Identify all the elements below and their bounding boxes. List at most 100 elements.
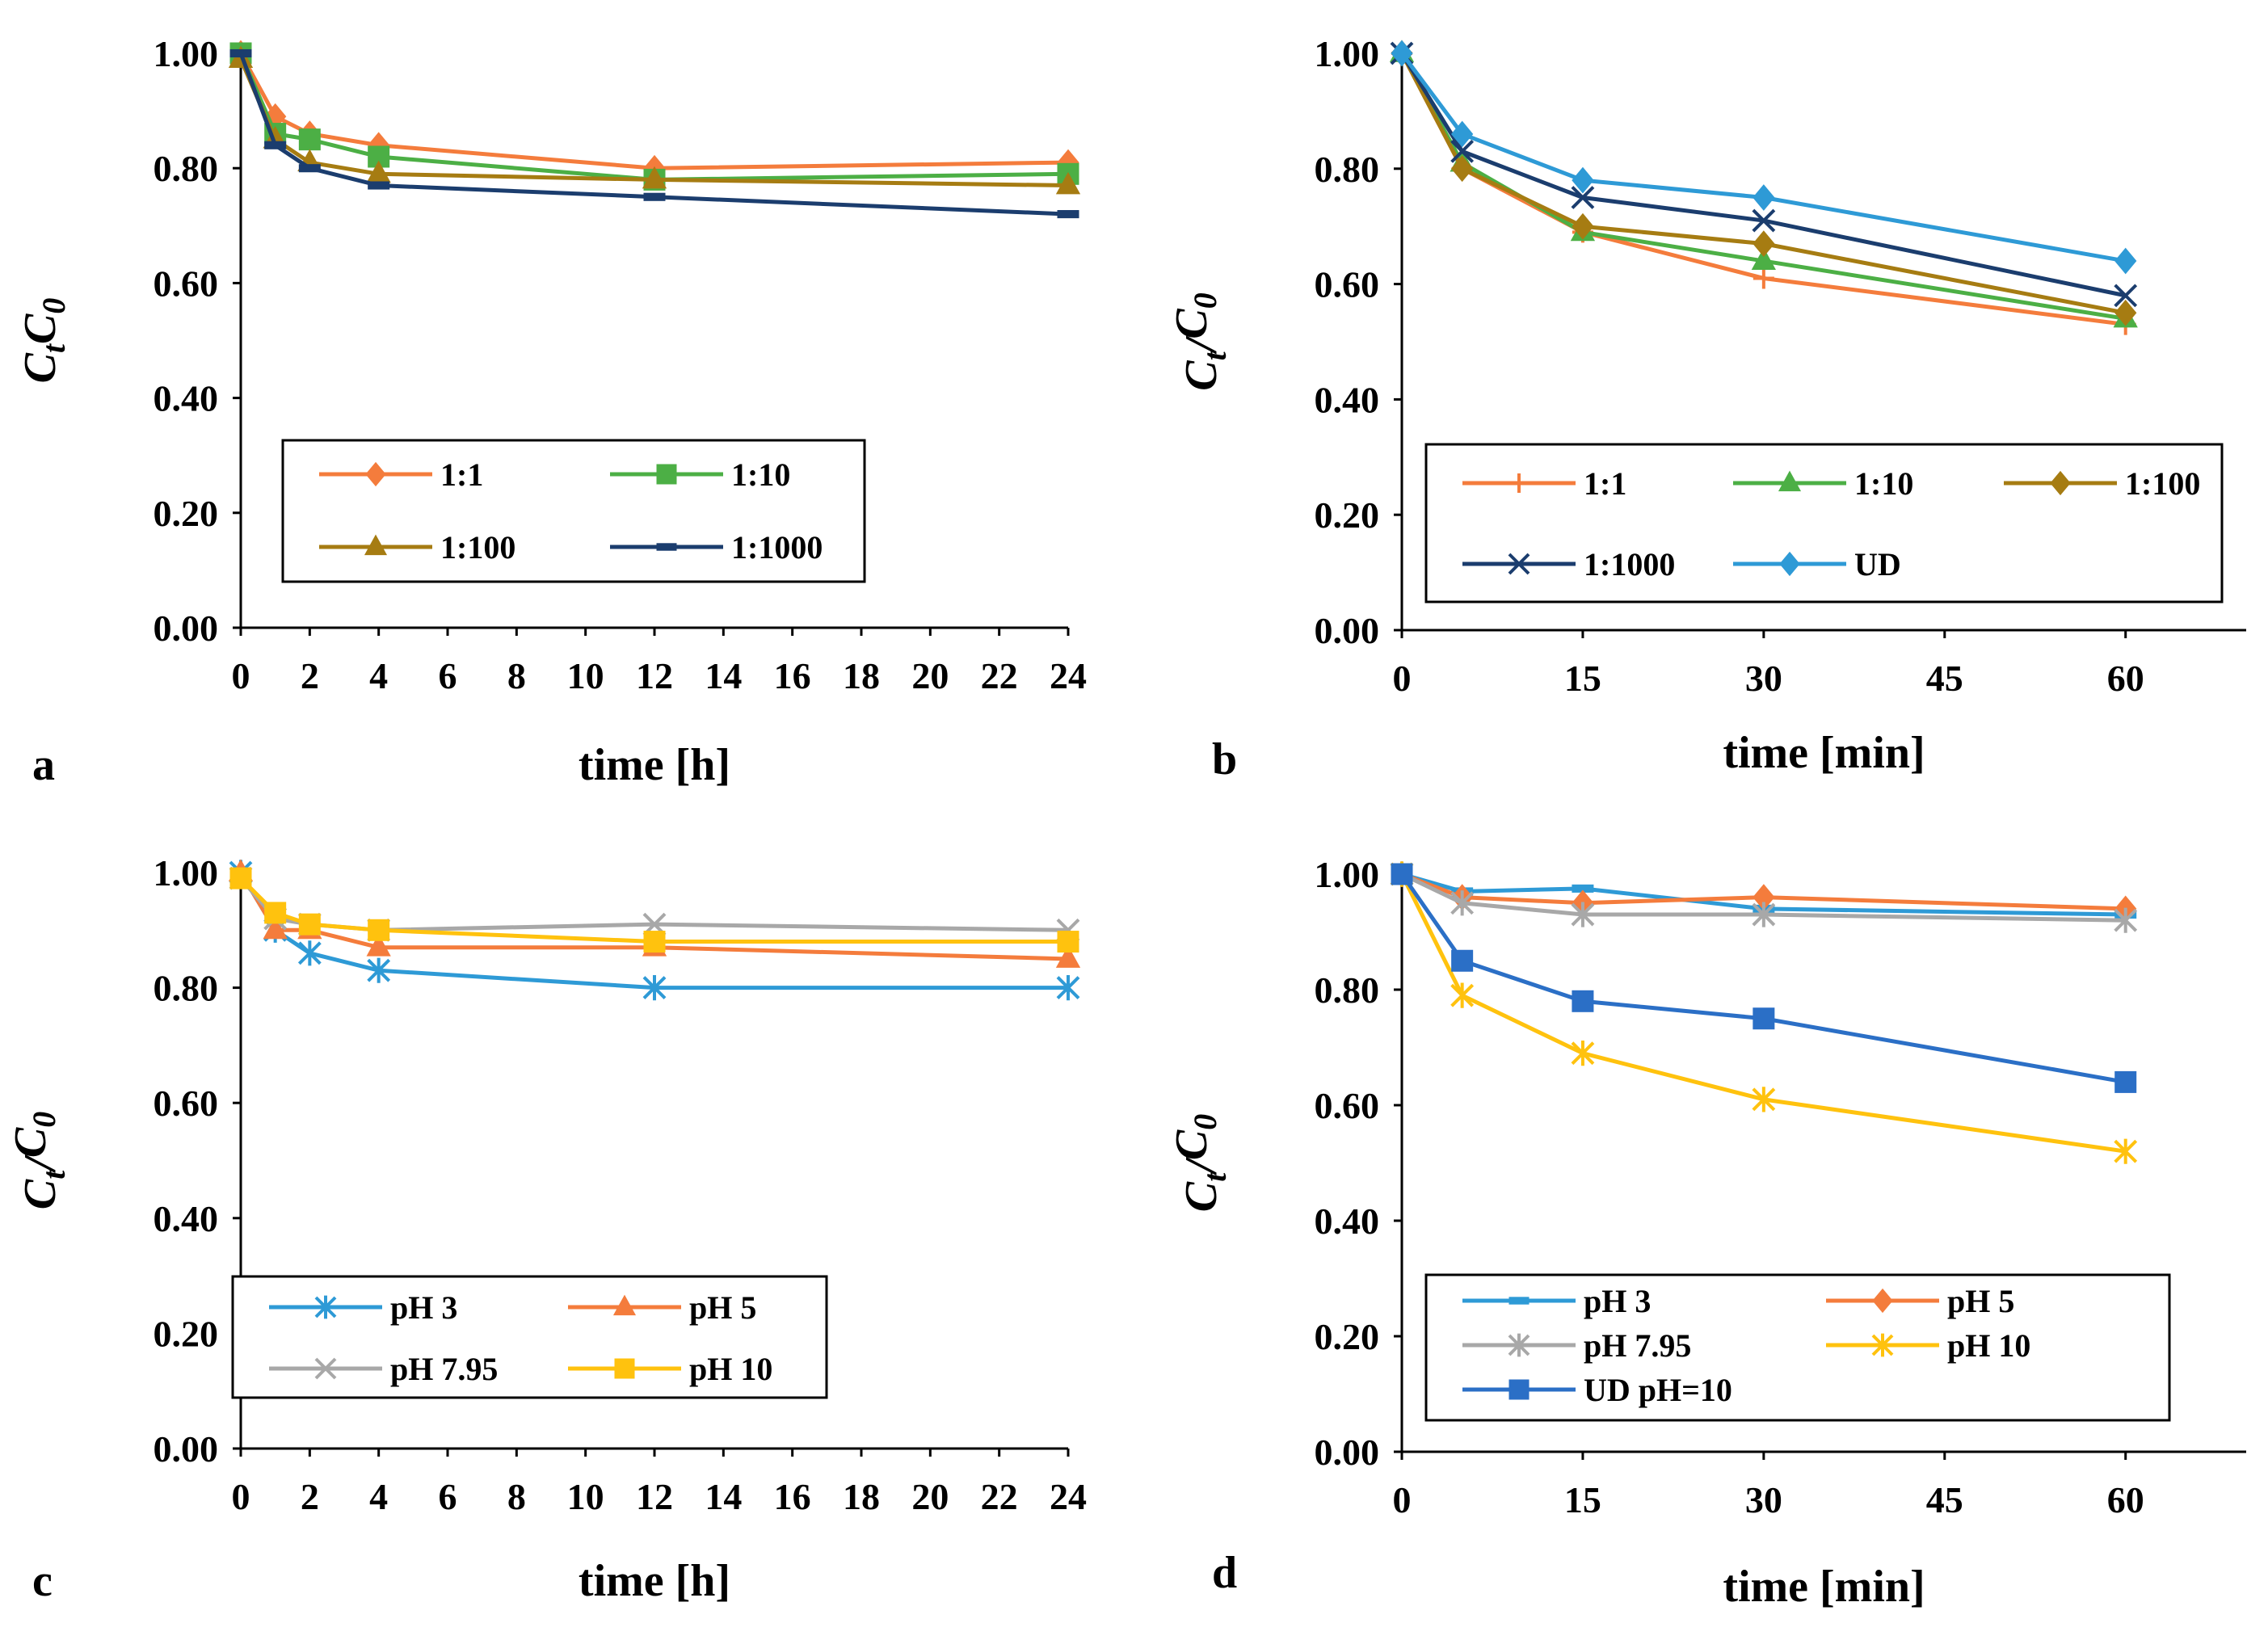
data-point	[2114, 284, 2138, 308]
y-axis-label: Ct/C0	[6, 1112, 72, 1209]
data-point	[1753, 230, 1775, 258]
legend-box	[231, 1275, 828, 1399]
legend-label: 1:1000	[731, 529, 823, 566]
data-point	[1751, 247, 1777, 270]
data-point	[263, 916, 288, 940]
series-3	[1390, 861, 2138, 1164]
x-tick-label: 6	[439, 1476, 457, 1517]
legend-swatch-marker	[314, 1295, 337, 1319]
data-point	[1450, 982, 1475, 1008]
data-point	[1752, 208, 1776, 233]
legend-entry: UD pH=10	[1462, 1372, 1732, 1408]
x-tick-label: 15	[1564, 1479, 1601, 1520]
legend-label: UD pH=10	[1584, 1372, 1732, 1408]
x-tick-label: 18	[843, 655, 880, 696]
legend-swatch-marker	[2050, 470, 2071, 496]
x-tick-label: 20	[911, 655, 949, 696]
legend-box	[281, 439, 866, 583]
legend-swatch-marker	[314, 1357, 337, 1380]
legend: 1:1 1:10 1:100 1:1000 UD	[1424, 443, 2224, 603]
series-line	[1399, 52, 2127, 263]
data-point	[1450, 155, 1474, 183]
legend-label: pH 3	[1584, 1283, 1651, 1319]
y-axis-label: Ct/C0	[1167, 292, 1233, 390]
x-tick-label: 12	[636, 1476, 673, 1517]
y-tick-label: 0.60	[1315, 264, 1380, 305]
data-point	[1572, 166, 1594, 194]
data-point	[298, 164, 321, 173]
data-point	[643, 192, 666, 201]
legend-entry: pH 7.95	[269, 1351, 498, 1387]
legend-entry: pH 7.95	[1462, 1327, 1691, 1364]
data-point	[1391, 40, 1413, 67]
legend-label: pH 5	[689, 1289, 756, 1326]
x-tick-label: 24	[1050, 655, 1087, 696]
x-axis-label: time [min]	[1723, 728, 1925, 778]
data-point	[2114, 247, 2137, 275]
legend-swatch-marker	[612, 1294, 637, 1316]
y-axis-label-sub1: t	[36, 343, 72, 353]
x-tick-label: 45	[1926, 1479, 1963, 1520]
legend-label: 1:10	[1854, 465, 1913, 502]
y-tick-label: 0.20	[1315, 494, 1380, 536]
legend-swatch-marker	[656, 543, 677, 551]
data-point	[1753, 1007, 1775, 1030]
legend-entry: 1:10	[1733, 465, 1913, 502]
x-tick-label: 22	[981, 1476, 1018, 1517]
y-tick-label: 0.80	[154, 968, 219, 1009]
panel-letter: d	[1212, 1548, 1237, 1598]
y-axis-label-main2: C	[15, 313, 65, 344]
y-tick-label: 0.40	[154, 1198, 219, 1239]
data-point	[2114, 907, 2138, 933]
legend-swatch-marker	[1508, 1297, 1530, 1305]
y-tick-label: 0.00	[1315, 1432, 1380, 1473]
x-tick-label: 20	[911, 1476, 949, 1517]
data-point	[298, 128, 321, 151]
legend-entry: 1:1	[1462, 465, 1626, 502]
y-tick-label: 1.00	[154, 33, 219, 74]
legend-label: 1:10	[731, 456, 790, 493]
y-tick-label: 0.60	[154, 1083, 219, 1124]
y-tick-label: 1.00	[154, 852, 219, 894]
legend: 1:1 1:10 1:100 1:1000	[281, 439, 866, 583]
x-tick-label: 8	[507, 655, 526, 696]
x-tick-label: 18	[843, 1476, 880, 1517]
y-axis-label-main2: C	[6, 1127, 56, 1158]
x-tick-label: 0	[232, 1476, 250, 1517]
data-point	[1450, 120, 1474, 148]
x-axis-label: time [min]	[1723, 1562, 1925, 1612]
y-tick-label: 0.00	[1315, 610, 1380, 651]
x-tick-label: 2	[301, 655, 319, 696]
legend-swatch-marker	[365, 461, 386, 487]
x-tick-label: 4	[369, 1476, 388, 1517]
y-axis-label-sub2: 0	[36, 298, 72, 314]
data-point	[1752, 1087, 1776, 1112]
y-axis-label-sub2: 0	[1187, 1114, 1223, 1130]
data-point	[366, 934, 391, 957]
legend-entry: UD	[1733, 546, 1901, 582]
legend-entry: 1:1000	[1462, 546, 1675, 582]
legend-label: 1:100	[2125, 465, 2200, 502]
data-point	[642, 975, 667, 1001]
legend-swatch-marker	[364, 534, 388, 556]
legend-swatch-marker	[614, 1358, 635, 1379]
x-tick-label: 10	[567, 1476, 604, 1517]
x-tick-label: 14	[705, 1476, 742, 1517]
series-4	[1391, 863, 2137, 1093]
legend-label: pH 7.95	[390, 1351, 498, 1387]
legend-swatch-marker	[1508, 1333, 1530, 1357]
y-axis-label-sub2: 0	[26, 1112, 62, 1128]
x-tick-label: 0	[232, 655, 250, 696]
data-point	[2114, 299, 2137, 326]
legend-swatch-marker	[1779, 551, 1800, 577]
legend-entry: pH 10	[1826, 1327, 2030, 1364]
data-point	[2114, 1138, 2138, 1164]
y-tick-label: 0.40	[1315, 379, 1380, 420]
data-point	[1391, 863, 1413, 885]
panel-c: 0.000.200.400.600.801.000 2 4 6 8 10 12 14 16 18 2…	[6, 852, 1087, 1606]
x-tick-label: 22	[981, 655, 1018, 696]
y-axis-label-main2: C	[1167, 1129, 1217, 1160]
legend: pH 3 pH 5 pH 7.95 pH 10	[231, 1275, 828, 1399]
legend-entry: 1:1000	[610, 529, 823, 566]
